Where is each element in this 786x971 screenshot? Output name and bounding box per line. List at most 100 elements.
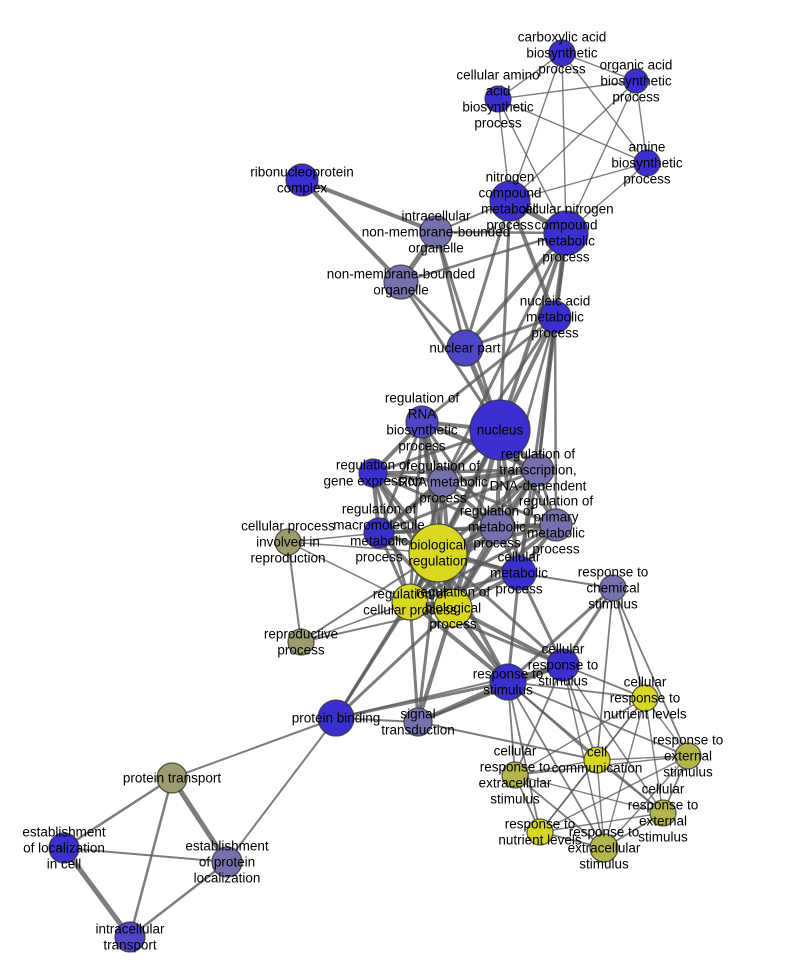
- edge-layer: [61, 52, 689, 939]
- edge-carboxylic-acid-biosynthetic-process--nitrogen-compound-metabolic-process: [509, 52, 563, 202]
- edge-protein-binding--cellular-response-to-stimulus: [335, 664, 564, 719]
- edge-regulation-of-transcription-dna-dependent--regulation-of-macromolecule-metabolic-process: [378, 468, 539, 535]
- node-non-membrane-bounded-organelle[interactable]: [383, 264, 419, 300]
- edge-response-to-chemical-stimulus--cell-communication: [596, 587, 614, 761]
- edge-cellular-nitrogen-compound-metabolic-process--nucleus: [498, 232, 568, 431]
- edge-cellular-response-to-extracellular-stimulus--cellular-response-to-external-stimulus: [514, 774, 664, 814]
- edge-response-to-stimulus--cellular-response-to-external-stimulus: [507, 681, 664, 814]
- node-regulation-of-gene-expression[interactable]: [358, 458, 388, 488]
- node-cellular-process-involved-in-reproduction[interactable]: [274, 528, 302, 556]
- node-regulation-of-macromolecule-metabolic-process[interactable]: [363, 517, 395, 549]
- node-nucleic-acid-metabolic-process[interactable]: [538, 300, 572, 334]
- node-ribonucleoprotein-complex[interactable]: [285, 163, 319, 197]
- node-cellular-nitrogen-compound-metabolic-process[interactable]: [543, 210, 589, 256]
- edge-cell-communication--response-to-nutrient-levels: [539, 759, 598, 833]
- node-regulation-of-transcription-dna-dependent[interactable]: [521, 453, 555, 487]
- edge-regulation-of-biological-process--signal-transduction: [416, 607, 455, 723]
- edge-nucleic-acid-metabolic-process--nitrogen-compound-metabolic-process: [508, 200, 557, 318]
- edge-cellular-response-to-stimulus--cellular-response-to-extracellular-stimulus: [514, 664, 564, 776]
- node-regulation-of-cellular-process[interactable]: [391, 583, 429, 621]
- node-nucleus[interactable]: [469, 399, 531, 461]
- edge-ribonucleoprotein-complex--intracellular-non-membrane-bounded-organelle: [301, 178, 437, 234]
- edge-protein-transport--intracellular-transport: [128, 777, 174, 938]
- node-cellular-response-to-stimulus[interactable]: [546, 648, 580, 682]
- edge-organic-acid-biosynthetic-process--cellular-nitrogen-compound-metabolic-process: [565, 80, 637, 234]
- node-response-to-extracellular-stimulus[interactable]: [589, 833, 619, 863]
- edge-regulation-of-primary-metabolic-process--regulation-of-macromolecule-metabolic-process: [378, 523, 557, 535]
- node-carboxylic-acid-biosynthetic-process[interactable]: [548, 39, 576, 67]
- edge-signal-transduction--cell-communication: [417, 721, 598, 761]
- edge-regulation-of-rna-biosynthetic-process--regulation-of-metabolic-process: [420, 421, 499, 528]
- node-biological-regulation[interactable]: [408, 523, 468, 583]
- node-regulation-of-primary-metabolic-process[interactable]: [539, 508, 573, 542]
- node-cellular-metabolic-process[interactable]: [501, 555, 537, 591]
- edge-protein-transport--establishment-of-localization-in-cell: [63, 776, 173, 850]
- node-regulation-of-rna-biosynthetic-process[interactable]: [405, 405, 439, 439]
- edge-establishment-of-localization-in-cell--establishment-of-protein-localization: [63, 847, 228, 863]
- node-protein-binding[interactable]: [317, 699, 355, 737]
- edge-carboxylic-acid-biosynthetic-process--cellular-nitrogen-compound-metabolic-process: [561, 52, 567, 234]
- edge-response-to-chemical-stimulus--cellular-response-to-nutrient-levels: [612, 587, 646, 699]
- edge-cell-communication--response-to-external-stimulus: [596, 755, 689, 761]
- edge-regulation-of-gene-expression--regulation-of-metabolic-process: [372, 471, 498, 529]
- node-regulation-of-rna-metabolic-process[interactable]: [427, 466, 459, 498]
- node-cellular-amino-acid-biosynthetic-process[interactable]: [484, 85, 512, 113]
- edge-cellular-amino-acid-biosynthetic-process--cellular-nitrogen-compound-metabolic-process: [497, 98, 567, 234]
- node-cell-communication[interactable]: [583, 746, 611, 774]
- edge-response-to-stimulus--cellular-response-to-nutrient-levels: [507, 681, 646, 699]
- node-signal-transduction[interactable]: [403, 707, 433, 737]
- node-intracellular-transport[interactable]: [114, 921, 146, 953]
- edge-ribonucleoprotein-complex--non-membrane-bounded-organelle: [300, 178, 403, 284]
- edge-cell-communication--response-to-extracellular-stimulus: [596, 759, 605, 849]
- edge-nitrogen-compound-metabolic-process--nucleus: [498, 200, 512, 431]
- node-response-to-stimulus[interactable]: [489, 663, 527, 701]
- node-cellular-response-to-extracellular-stimulus[interactable]: [501, 761, 529, 789]
- node-reproductive-process[interactable]: [287, 628, 315, 656]
- node-intracellular-non-membrane-bounded-organelle[interactable]: [419, 215, 453, 249]
- node-establishment-of-localization-in-cell[interactable]: [48, 832, 80, 864]
- edge-cellular-process-involved-in-reproduction--reproductive-process: [287, 541, 302, 643]
- node-nitrogen-compound-metabolic-process[interactable]: [489, 180, 531, 222]
- edge-carboxylic-acid-biosynthetic-process--amine-biosynthetic-process: [561, 52, 648, 164]
- edge-protein-transport--establishment-of-protein-localization: [169, 776, 230, 864]
- edge-cellular-process-involved-in-reproduction--regulation-of-cellular-process: [287, 541, 411, 603]
- edge-regulation-of-biological-process--protein-binding: [334, 606, 455, 720]
- edge-cellular-response-to-nutrient-levels--cellular-response-to-extracellular-stimulus: [514, 697, 646, 776]
- node-cellular-response-to-nutrient-levels[interactable]: [631, 684, 659, 712]
- edge-establishment-of-protein-localization--intracellular-transport: [129, 861, 228, 938]
- node-establishment-of-protein-localization[interactable]: [211, 846, 243, 878]
- edge-regulation-of-rna-biosynthetic-process--regulation-of-cellular-process: [408, 421, 424, 603]
- node-cellular-response-to-external-stimulus[interactable]: [649, 799, 677, 827]
- edge-amine-biosynthetic-process--nitrogen-compound-metabolic-process: [509, 162, 648, 202]
- node-nuclear-part[interactable]: [446, 329, 484, 367]
- node-protein-transport[interactable]: [156, 762, 188, 794]
- edge-nucleic-acid-metabolic-process--regulation-of-primary-metabolic-process: [553, 316, 558, 526]
- edge-cellular-response-to-stimulus--cell-communication: [562, 664, 598, 761]
- node-response-to-chemical-stimulus[interactable]: [599, 574, 627, 602]
- edge-response-to-nutrient-levels--cellular-response-to-external-stimulus: [539, 812, 664, 833]
- edge-response-to-stimulus--response-to-chemical-stimulus: [506, 586, 615, 684]
- edge-organic-acid-biosynthetic-process--nitrogen-compound-metabolic-process: [509, 80, 637, 202]
- edge-cellular-response-to-extracellular-stimulus--response-to-extracellular-stimulus: [514, 774, 605, 849]
- edge-cellular-response-to-nutrient-levels--cellular-response-to-external-stimulus: [644, 697, 664, 814]
- edge-response-to-stimulus--response-to-extracellular-stimulus: [507, 681, 605, 849]
- edge-regulation-of-rna-metabolic-process--regulation-of-primary-metabolic-process: [442, 480, 557, 527]
- node-organic-acid-biosynthetic-process[interactable]: [623, 68, 649, 94]
- node-regulation-of-metabolic-process[interactable]: [479, 509, 515, 545]
- edge-nuclear-part--nitrogen-compound-metabolic-process: [463, 200, 512, 349]
- node-response-to-nutrient-levels[interactable]: [526, 818, 554, 846]
- edge-cellular-metabolic-process--regulation-of-cellular-process: [409, 571, 520, 604]
- edge-response-to-external-stimulus--response-to-nutrient-levels: [539, 755, 689, 833]
- edge-regulation-of-biological-process--cellular-response-to-stimulus: [452, 606, 564, 667]
- edge-response-to-stimulus--response-to-nutrient-levels: [507, 681, 541, 833]
- edge-establishment-of-protein-localization--protein-binding: [226, 717, 337, 863]
- node-regulation-of-biological-process[interactable]: [433, 588, 473, 628]
- node-amine-biosynthetic-process[interactable]: [633, 149, 661, 177]
- edge-cellular-response-to-stimulus--response-to-extracellular-stimulus: [562, 664, 605, 849]
- edge-cellular-amino-acid-biosynthetic-process--amine-biosynthetic-process: [497, 98, 648, 164]
- edge-response-to-stimulus--response-to-external-stimulus: [507, 681, 689, 757]
- edge-non-membrane-bounded-organelle--cellular-nitrogen-compound-metabolic-process: [400, 231, 567, 284]
- edge-reproductive-process--regulation-of-biological-process: [300, 607, 454, 643]
- node-response-to-external-stimulus[interactable]: [674, 742, 702, 770]
